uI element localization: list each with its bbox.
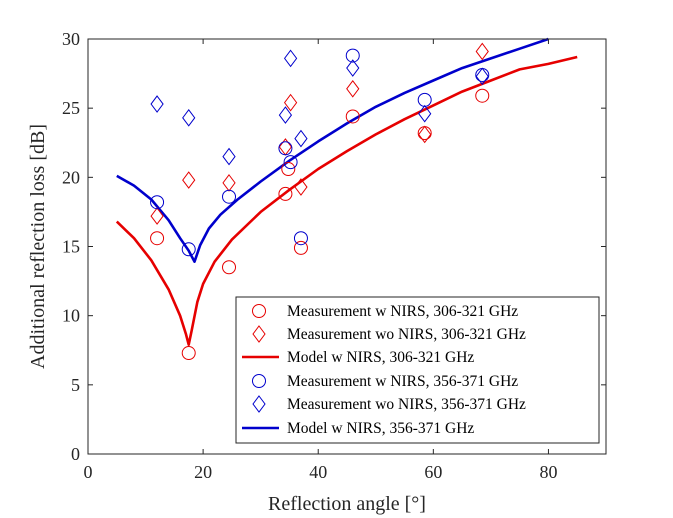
x-axis-label: Reflection angle [°] bbox=[268, 493, 426, 515]
series-0-point bbox=[281, 162, 296, 177]
legend-box bbox=[235, 296, 600, 444]
series-1-point bbox=[222, 174, 236, 192]
series-3-point bbox=[278, 141, 293, 156]
series-0-point bbox=[293, 240, 308, 255]
series-5-model-line bbox=[116, 37, 549, 264]
series-0-point bbox=[181, 346, 196, 361]
legend-sample-3 bbox=[252, 374, 266, 388]
series-3-point bbox=[150, 195, 165, 210]
series-4-point bbox=[182, 109, 196, 127]
series-1-point bbox=[475, 42, 489, 61]
axis-ticks: 0 20 40 60 80 0 5 10 15 20 25 30 bbox=[62, 29, 606, 482]
legend: Measurement w NIRS, 306-321 GHz Measurem… bbox=[235, 296, 600, 444]
legend-sample-4 bbox=[252, 395, 266, 413]
y-tick-label: 10 bbox=[62, 306, 80, 326]
series-4-point bbox=[150, 95, 164, 113]
y-tick-label: 20 bbox=[62, 167, 80, 187]
x-tick-label: 0 bbox=[84, 462, 93, 482]
series-0-point bbox=[222, 260, 237, 275]
y-tick-label: 15 bbox=[62, 237, 80, 257]
series-4-point bbox=[475, 67, 489, 86]
x-tick-label: 40 bbox=[309, 462, 327, 482]
series-4-point bbox=[294, 129, 308, 148]
legend-entry-4: Measurement wo NIRS, 356-371 GHz bbox=[287, 396, 526, 413]
series-3-point bbox=[222, 189, 237, 204]
series-3-point bbox=[283, 155, 298, 170]
legend-entry-5: Model w NIRS, 356-371 GHz bbox=[287, 420, 474, 437]
series-2-model-line bbox=[115, 55, 578, 347]
legend-entry-2: Model w NIRS, 306-321 GHz bbox=[287, 349, 474, 366]
y-tick-label: 0 bbox=[71, 444, 80, 464]
series-3-point bbox=[181, 242, 196, 257]
series-1-point bbox=[150, 207, 164, 225]
series-3-point bbox=[345, 48, 360, 63]
legend-sample-1 bbox=[252, 325, 266, 343]
series-0-point bbox=[150, 231, 165, 246]
legend-entry-0: Measurement w NIRS, 306-321 GHz bbox=[287, 303, 518, 320]
legend-samples bbox=[242, 304, 279, 430]
series-0-point bbox=[278, 186, 293, 201]
series-1-point bbox=[346, 79, 360, 98]
series-1-point bbox=[418, 125, 432, 144]
y-tick-label: 25 bbox=[62, 98, 80, 118]
y-tick-label: 30 bbox=[62, 29, 80, 49]
series-1-point bbox=[294, 178, 308, 196]
series-1-point bbox=[283, 93, 298, 112]
series-4-point bbox=[283, 49, 298, 68]
series-4-point bbox=[278, 106, 293, 124]
series-4-point bbox=[346, 59, 360, 77]
x-tick-label: 20 bbox=[194, 462, 212, 482]
legend-sample-0 bbox=[252, 304, 266, 318]
y-axis-label: Additional reflection loss [dB] bbox=[27, 124, 49, 369]
x-tick-label: 60 bbox=[424, 462, 442, 482]
series-4-point bbox=[418, 104, 432, 123]
plot-markers bbox=[150, 42, 490, 361]
series-0-point bbox=[345, 109, 360, 124]
legend-entry-1: Measurement wo NIRS, 306-321 GHz bbox=[287, 326, 526, 343]
y-tick-label: 5 bbox=[71, 375, 80, 395]
series-3-point bbox=[293, 231, 308, 246]
series-1-point bbox=[182, 171, 196, 189]
plot-lines bbox=[115, 37, 578, 347]
series-4-point bbox=[222, 147, 236, 166]
legend-entry-3: Measurement w NIRS, 356-371 GHz bbox=[287, 373, 518, 390]
x-tick-label: 80 bbox=[539, 462, 557, 482]
series-0-point bbox=[475, 88, 490, 103]
